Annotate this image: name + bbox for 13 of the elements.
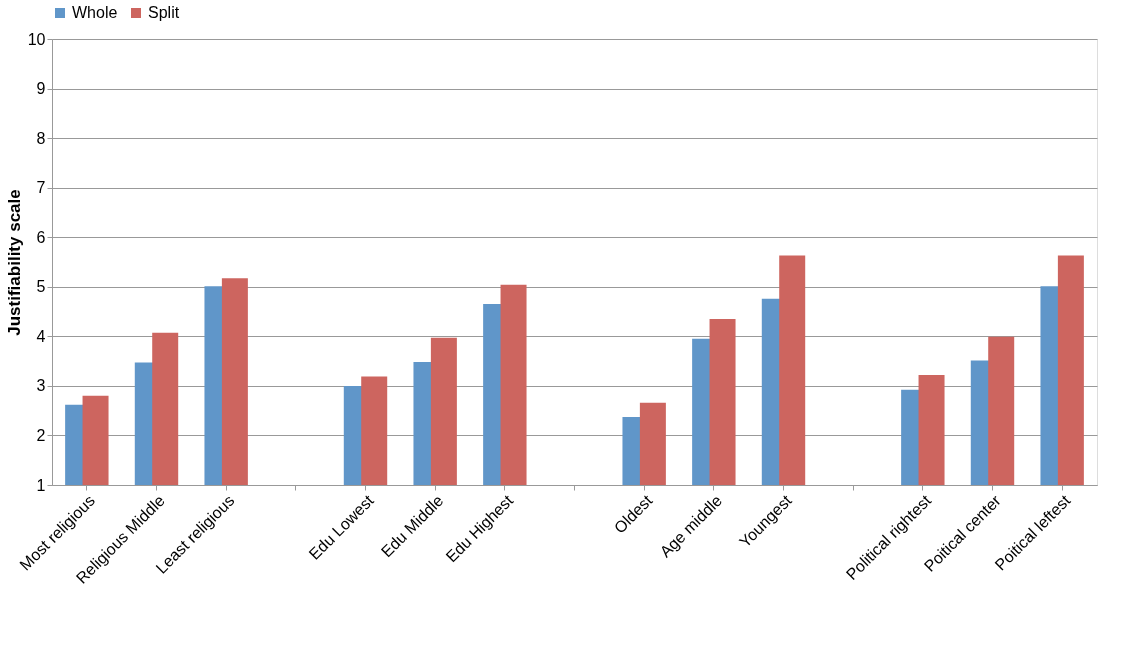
y-tick-label: 10 (27, 30, 46, 48)
legend-label: Split (148, 4, 180, 21)
legend-label: Whole (72, 4, 118, 21)
y-tick-label: 5 (36, 278, 46, 296)
y-tick-label: 9 (36, 80, 46, 98)
y-tick-label: 2 (36, 426, 46, 444)
y-tick-label: 7 (36, 179, 46, 197)
y-tick-label: 1 (36, 476, 46, 494)
y-tick-label: 6 (36, 228, 46, 246)
y-tick-label: 8 (36, 129, 46, 147)
y-tick-label: 3 (36, 377, 46, 395)
y-axis-title: Justifiability scale (4, 189, 24, 336)
y-tick-label: 4 (36, 327, 46, 345)
